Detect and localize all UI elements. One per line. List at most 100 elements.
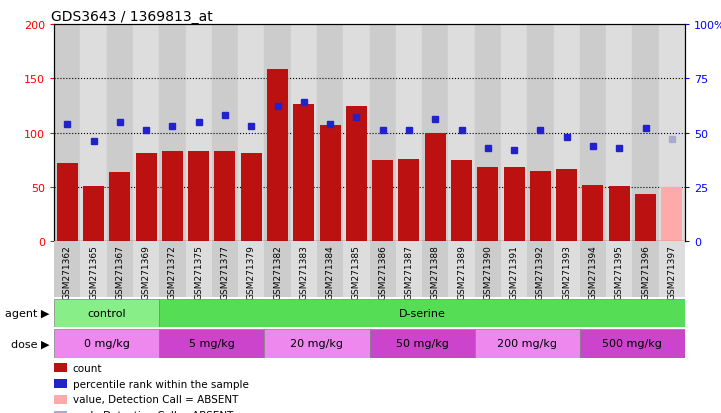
Bar xyxy=(474,25,501,242)
Text: value, Detection Call = ABSENT: value, Detection Call = ABSENT xyxy=(73,394,238,404)
Bar xyxy=(448,25,474,242)
Bar xyxy=(107,242,133,297)
Bar xyxy=(212,25,238,242)
Bar xyxy=(369,330,474,358)
Text: GDS3643 / 1369813_at: GDS3643 / 1369813_at xyxy=(51,10,213,24)
Bar xyxy=(185,25,212,242)
Text: control: control xyxy=(87,309,126,318)
Text: 200 mg/kg: 200 mg/kg xyxy=(497,339,557,349)
Bar xyxy=(159,330,265,358)
Bar xyxy=(554,25,580,242)
Text: dose ▶: dose ▶ xyxy=(12,339,50,349)
Bar xyxy=(556,170,578,242)
Bar xyxy=(343,25,369,242)
Text: GSM271393: GSM271393 xyxy=(562,244,571,299)
Text: GSM271383: GSM271383 xyxy=(299,244,309,299)
Bar xyxy=(265,330,369,358)
Bar xyxy=(136,154,156,242)
Bar xyxy=(238,242,265,297)
Bar xyxy=(241,154,262,242)
Bar xyxy=(319,126,340,242)
Text: GSM271397: GSM271397 xyxy=(668,244,676,299)
Bar xyxy=(396,242,422,297)
Bar xyxy=(343,242,369,297)
Text: 5 mg/kg: 5 mg/kg xyxy=(189,339,235,349)
Bar xyxy=(474,330,580,358)
Text: GSM271387: GSM271387 xyxy=(404,244,413,299)
Bar xyxy=(474,242,501,297)
Bar xyxy=(609,186,629,242)
Bar xyxy=(451,160,472,242)
Bar xyxy=(659,25,685,242)
Bar xyxy=(399,159,420,242)
Bar xyxy=(583,185,603,242)
Bar xyxy=(477,168,498,242)
Bar xyxy=(185,242,212,297)
Bar xyxy=(527,242,554,297)
Text: GSM271390: GSM271390 xyxy=(483,244,492,299)
Bar xyxy=(159,25,185,242)
Bar xyxy=(107,25,133,242)
Text: GSM271394: GSM271394 xyxy=(588,244,598,299)
Text: GSM271379: GSM271379 xyxy=(247,244,256,299)
Bar xyxy=(133,25,159,242)
Bar xyxy=(133,242,159,297)
Bar xyxy=(422,25,448,242)
Bar xyxy=(291,25,317,242)
Bar xyxy=(369,242,396,297)
Bar xyxy=(632,25,659,242)
Bar xyxy=(372,160,393,242)
Text: GSM271382: GSM271382 xyxy=(273,244,282,299)
Bar xyxy=(80,242,107,297)
Text: GSM271375: GSM271375 xyxy=(194,244,203,299)
Bar xyxy=(265,242,291,297)
Text: count: count xyxy=(73,363,102,373)
Text: GSM271396: GSM271396 xyxy=(641,244,650,299)
Bar xyxy=(54,242,80,297)
Bar xyxy=(317,242,343,297)
Bar xyxy=(188,152,209,242)
Bar xyxy=(238,25,265,242)
Text: GSM271384: GSM271384 xyxy=(326,244,335,299)
Bar xyxy=(501,242,527,297)
Bar xyxy=(580,330,685,358)
Bar xyxy=(54,25,80,242)
Text: 500 mg/kg: 500 mg/kg xyxy=(603,339,663,349)
Bar xyxy=(80,25,107,242)
Bar xyxy=(530,171,551,242)
Text: GSM271385: GSM271385 xyxy=(352,244,361,299)
Bar xyxy=(293,105,314,242)
Text: GSM271362: GSM271362 xyxy=(63,244,71,299)
Text: GSM271367: GSM271367 xyxy=(115,244,124,299)
Bar xyxy=(214,152,236,242)
Bar xyxy=(554,242,580,297)
Text: 50 mg/kg: 50 mg/kg xyxy=(396,339,448,349)
Bar xyxy=(265,25,291,242)
Bar xyxy=(346,107,367,242)
Text: GSM271369: GSM271369 xyxy=(141,244,151,299)
Text: GSM271388: GSM271388 xyxy=(430,244,440,299)
Text: 20 mg/kg: 20 mg/kg xyxy=(291,339,343,349)
Text: GSM271386: GSM271386 xyxy=(378,244,387,299)
Bar xyxy=(632,242,659,297)
Bar xyxy=(317,25,343,242)
Bar xyxy=(57,164,78,242)
Bar xyxy=(606,242,632,297)
Bar xyxy=(162,152,183,242)
Text: GSM271372: GSM271372 xyxy=(168,244,177,299)
Text: percentile rank within the sample: percentile rank within the sample xyxy=(73,379,249,389)
Bar xyxy=(267,70,288,242)
Bar xyxy=(159,242,185,297)
Bar xyxy=(291,242,317,297)
Text: GSM271377: GSM271377 xyxy=(221,244,229,299)
Bar xyxy=(422,242,448,297)
Bar xyxy=(425,133,446,242)
Text: GSM271365: GSM271365 xyxy=(89,244,98,299)
Bar xyxy=(369,25,396,242)
Text: GSM271395: GSM271395 xyxy=(615,244,624,299)
Text: rank, Detection Call = ABSENT: rank, Detection Call = ABSENT xyxy=(73,410,233,413)
Text: GSM271391: GSM271391 xyxy=(510,244,518,299)
Text: agent ▶: agent ▶ xyxy=(5,309,50,318)
Bar xyxy=(212,242,238,297)
Text: GSM271392: GSM271392 xyxy=(536,244,545,299)
